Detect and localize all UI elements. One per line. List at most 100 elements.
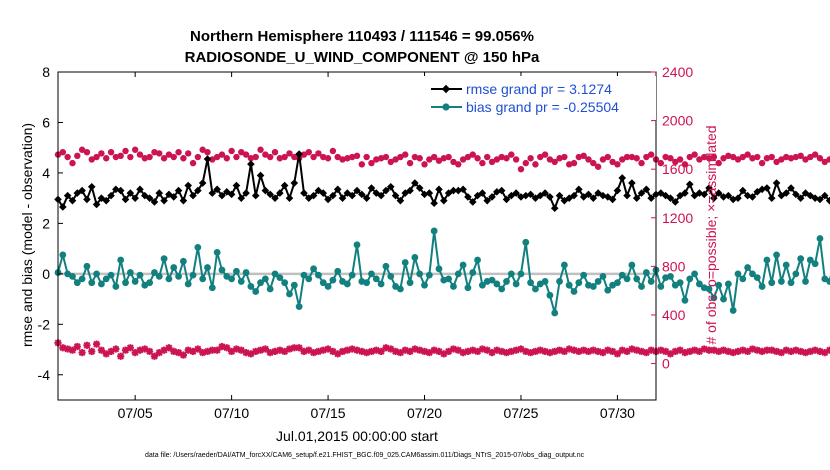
rmse-point xyxy=(266,190,274,199)
possible-point xyxy=(498,153,505,161)
rmse-point xyxy=(816,195,824,204)
bias-point xyxy=(300,271,308,279)
rmse-point xyxy=(401,189,410,197)
bias-point xyxy=(493,280,501,288)
possible-point xyxy=(209,156,216,163)
possible-point xyxy=(291,153,298,161)
rmse-point xyxy=(748,193,757,201)
possible-point xyxy=(271,148,279,156)
possible-point xyxy=(247,155,255,162)
possible-point xyxy=(416,155,423,162)
possible-point xyxy=(64,153,71,161)
bias-point xyxy=(315,271,322,279)
possible-point xyxy=(440,155,448,162)
legend: rmse grand pr = 3.1274 bias grand pr = -… xyxy=(418,76,656,120)
rmse-point xyxy=(329,191,337,200)
y-left-tick-label: -4 xyxy=(38,367,51,383)
possible-point xyxy=(127,153,134,161)
rmse-point xyxy=(227,190,236,199)
rmse-point xyxy=(218,191,226,200)
possible-point xyxy=(474,155,481,162)
bias-point xyxy=(642,269,650,276)
rmse-point xyxy=(623,191,631,200)
rmse-point xyxy=(801,189,810,197)
rmse-point xyxy=(613,186,622,195)
rmse-point xyxy=(575,185,583,194)
assimilated-point xyxy=(146,347,154,356)
bias-point xyxy=(768,279,776,287)
rmse-point xyxy=(290,179,299,187)
rmse-point xyxy=(102,196,111,205)
possible-point xyxy=(324,155,332,162)
bias-point xyxy=(233,267,240,275)
rmse-point xyxy=(777,191,786,200)
bias-point xyxy=(329,276,337,284)
bias-point xyxy=(286,290,293,298)
bias-point xyxy=(532,285,539,293)
possible-point xyxy=(329,147,337,155)
possible-point xyxy=(377,155,385,162)
bias-point xyxy=(102,275,110,283)
legend-rmse-label: rmse grand pr = 3.1274 xyxy=(466,81,612,97)
bias-point xyxy=(353,241,361,249)
rmse-point xyxy=(136,185,144,194)
rmse-point xyxy=(632,194,641,202)
bias-point xyxy=(247,283,255,290)
bias-point xyxy=(787,279,795,287)
bias-point xyxy=(170,264,178,271)
bias-point xyxy=(98,280,105,288)
possible-point xyxy=(430,153,438,161)
possible-point xyxy=(305,148,312,156)
possible-point xyxy=(83,148,91,156)
possible-point xyxy=(725,152,732,160)
bias-point xyxy=(450,283,457,290)
bias-point xyxy=(59,251,67,259)
rmse-point xyxy=(295,150,303,158)
possible-point xyxy=(749,155,756,162)
bias-point xyxy=(464,284,472,292)
legend-bias-marker xyxy=(442,103,450,111)
rmse-point xyxy=(107,191,115,200)
bias-point xyxy=(816,235,824,242)
rmse-point xyxy=(787,184,795,192)
bias-point xyxy=(88,279,96,287)
rmse-point xyxy=(782,189,791,197)
possible-point xyxy=(561,153,568,161)
possible-point xyxy=(300,151,308,158)
bias-point xyxy=(372,275,380,283)
possible-point xyxy=(69,159,76,167)
possible-point xyxy=(402,151,409,158)
bias-point xyxy=(777,278,785,285)
assimilated-point xyxy=(78,349,86,357)
axes-layer: 07/05 07/10 07/15 07/20 07/25 07/30-4-2024680… xyxy=(38,64,694,421)
rmse-point xyxy=(179,196,188,205)
x-tick-label: 07/25 xyxy=(503,405,538,421)
rmse-point xyxy=(743,191,752,200)
bias-point xyxy=(295,303,303,311)
data-file-path: data file: /Users/raeder/DAI/ATM_forcXX/… xyxy=(145,452,585,459)
possible-point xyxy=(464,153,472,161)
rmse-point xyxy=(92,200,101,209)
rmse-point xyxy=(734,194,742,202)
possible-point xyxy=(565,161,573,168)
rmse-point xyxy=(628,179,636,187)
rmse-point xyxy=(411,179,419,187)
bias-point xyxy=(319,279,327,287)
assimilated-point xyxy=(112,345,120,353)
bias-point xyxy=(739,275,747,283)
possible-point xyxy=(527,155,534,162)
possible-point xyxy=(778,156,785,163)
possible-point xyxy=(575,153,583,161)
possible-point xyxy=(426,156,433,163)
possible-point xyxy=(546,156,554,163)
rmse-point xyxy=(435,185,443,194)
bias-point xyxy=(382,262,390,270)
rmse-point xyxy=(724,191,733,200)
rmse-point xyxy=(478,189,487,197)
rmse-point xyxy=(502,195,511,204)
bias-point xyxy=(797,255,805,263)
bias-point xyxy=(290,281,298,289)
rmse-point xyxy=(358,190,366,199)
possible-point xyxy=(696,156,703,163)
